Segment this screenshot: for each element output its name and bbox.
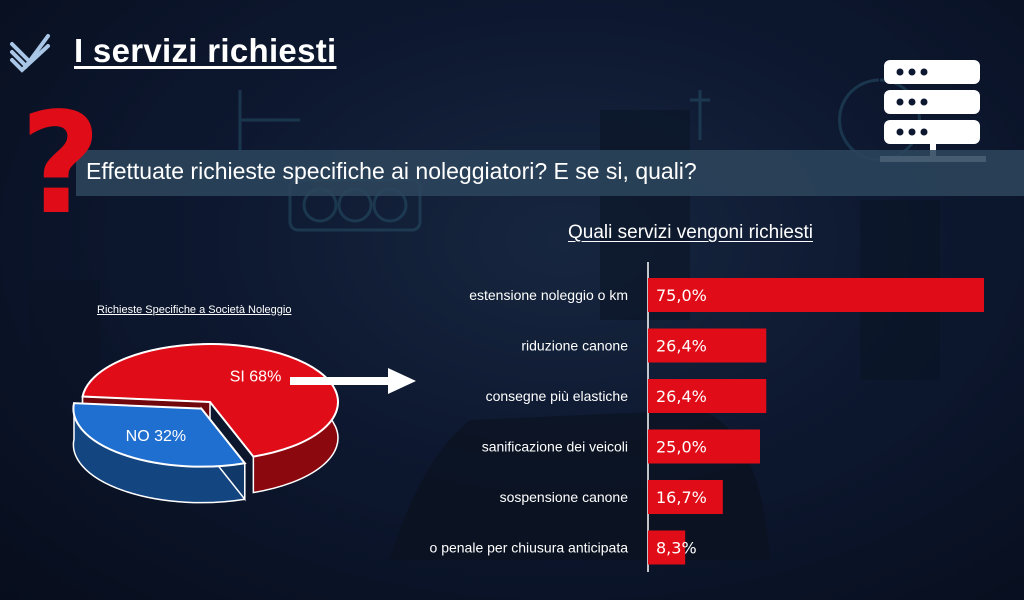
bar-category-label: riduzione canone	[521, 338, 628, 354]
bar-category-label: estensione noleggio o km	[469, 287, 628, 303]
bar-value-label: 16,7%	[656, 488, 707, 507]
pie-slice-no	[72, 402, 247, 468]
bar-category-label: no penale per chiusura anticipata	[430, 540, 628, 556]
bar	[648, 278, 984, 312]
bar-value-label: 75,0%	[656, 286, 707, 305]
pie-chart-title: Richieste Specifiche a Società Noleggio	[97, 304, 292, 316]
question-band	[76, 150, 1024, 196]
stacked-chevrons-logo	[10, 34, 50, 73]
pie-slice-si	[81, 343, 339, 458]
pie-label-no: NO 32%	[126, 428, 186, 445]
bar-chart: estensione noleggio o km 75,0% riduzione c…	[430, 262, 984, 572]
bar-value-label: 26,4%	[656, 387, 707, 406]
bar-category-label: sospensione canone	[500, 489, 629, 505]
bar	[648, 379, 767, 413]
bar	[648, 429, 760, 464]
bar	[648, 480, 723, 514]
bar	[648, 530, 686, 565]
page-title: I servizi richiesti	[74, 32, 337, 69]
pie-label-si: SI 68%	[230, 368, 282, 385]
pie-chart: SI 68% NO 32%	[72, 343, 339, 504]
bar-value-label: 25,0%	[656, 438, 707, 457]
bar	[648, 328, 767, 363]
bar-category-label: sanificazione dei veicoli	[482, 439, 628, 455]
survey-question: Effettuate richieste specifiche ai noleg…	[86, 158, 697, 184]
bar-chart-title: Quali servizi vengoni richiesti	[568, 222, 813, 243]
bar-value-label: 26,4%	[656, 337, 707, 356]
bar-value-label: 8,3%	[656, 539, 697, 558]
arrow-icon	[290, 368, 416, 394]
bar-category-label: consegne più elastiche	[486, 388, 629, 404]
question-mark-icon: ?	[20, 83, 102, 246]
